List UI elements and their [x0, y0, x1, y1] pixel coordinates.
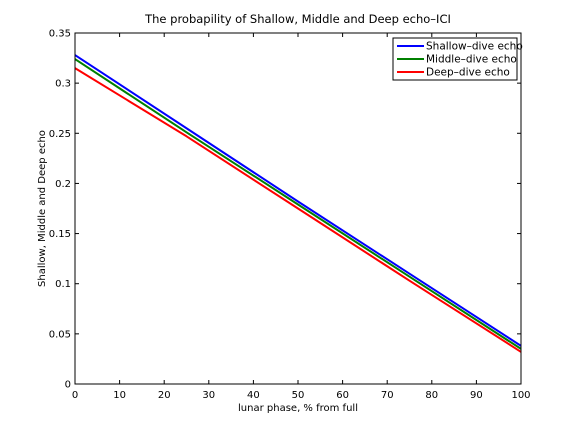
series-layer	[74, 54, 522, 353]
series-line-3	[74, 67, 522, 353]
legend-label-1: Shallow–dive echo	[426, 41, 523, 53]
y-tick-label: 0.3	[55, 79, 71, 90]
x-tick-label: 70	[381, 390, 394, 401]
y-tick-label: 0.15	[49, 229, 71, 240]
x-tick-label: 80	[425, 390, 438, 401]
y-tick-label: 0.05	[49, 329, 71, 340]
legend-label-2: Middle–dive echo	[426, 54, 517, 66]
x-tick-label: 50	[292, 390, 305, 401]
legend-label-3: Deep–dive echo	[426, 67, 510, 79]
x-tick-label: 90	[470, 390, 483, 401]
x-tick-label: 60	[336, 390, 349, 401]
y-tick-label: 0.1	[55, 279, 71, 290]
chart-title: The probapility of Shallow, Middle and D…	[144, 12, 451, 26]
x-tick-label: 40	[247, 390, 260, 401]
series-line-1	[74, 54, 522, 347]
series-line-2	[74, 58, 522, 350]
y-tick-label: 0.35	[49, 29, 71, 40]
x-tick-label: 0	[72, 390, 78, 401]
y-tick-label: 0	[65, 380, 71, 391]
x-tick-label: 10	[113, 390, 126, 401]
x-axis-label: lunar phase, % from full	[238, 403, 358, 414]
y-tick-label: 0.2	[55, 179, 71, 190]
y-tick-label: 0.25	[49, 129, 71, 140]
ticks-layer: 0 10 20 30 40 50 60 70 80 90 100 0 0.05 0.1 0.15 0.2 0.2…	[49, 29, 531, 402]
x-tick-label: 20	[158, 390, 171, 401]
x-tick-label: 30	[202, 390, 215, 401]
x-tick-label: 100	[511, 390, 530, 401]
y-axis-label: Shallow, Middle and Deep echo	[37, 130, 48, 287]
